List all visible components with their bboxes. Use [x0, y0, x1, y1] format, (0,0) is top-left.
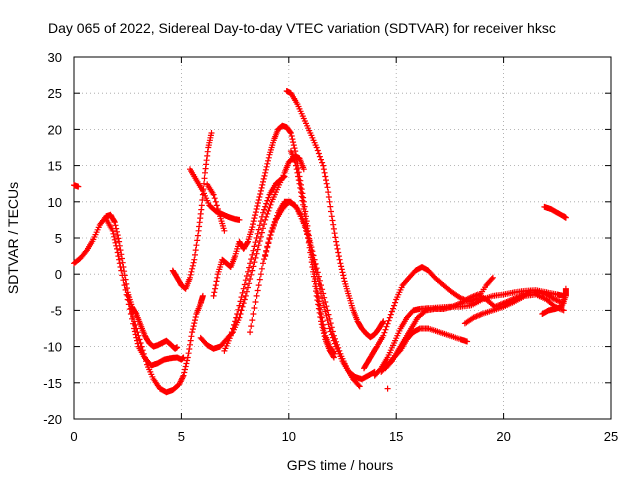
point-markers: [287, 148, 337, 361]
series-sat-j: [210, 122, 337, 357]
y-tick-label: 5: [55, 231, 62, 246]
point-markers: [221, 173, 288, 354]
point-markers: [371, 287, 567, 379]
x-tick-labels: 0 5 10 15 20 25: [70, 429, 618, 444]
axis-ticks: [73, 56, 612, 420]
series-sat-i: [221, 173, 288, 354]
point-markers: [204, 181, 228, 234]
x-tick-label: 15: [389, 429, 403, 444]
point-markers: [283, 88, 387, 341]
y-tick-labels: -20 -15 -10 -5 0 5 10 15 20 25 30: [43, 50, 62, 427]
y-tick-label: 25: [48, 86, 62, 101]
series-sat-o: [361, 264, 496, 372]
y-tick-label: -20: [43, 412, 62, 427]
point-markers: [169, 130, 215, 292]
series-sat-l: [262, 198, 378, 383]
y-tick-label: -5: [50, 303, 62, 318]
point-markers: [541, 203, 569, 221]
x-axis-label: GPS time / hours: [287, 457, 394, 473]
point-markers: [539, 285, 569, 317]
x-tick-label: 10: [282, 429, 296, 444]
point-markers: [262, 198, 378, 383]
y-tick-label: 30: [48, 50, 62, 65]
series-sat-e: [169, 130, 215, 292]
y-tick-label: 10: [48, 195, 62, 210]
point-markers: [103, 216, 187, 369]
x-tick-label: 5: [178, 429, 185, 444]
point-markers: [71, 182, 82, 190]
x-tick-label: 25: [604, 429, 618, 444]
y-tick-label: -15: [43, 376, 62, 391]
data-series: [71, 88, 569, 396]
series-sat-u: [541, 203, 569, 221]
y-tick-label: 20: [48, 122, 62, 137]
series-sat-m: [283, 88, 387, 341]
point-markers: [384, 385, 391, 392]
point-markers: [361, 264, 496, 372]
series-sat-b: [71, 211, 181, 352]
series-sat-c: [103, 216, 187, 369]
point-markers: [210, 122, 337, 357]
y-tick-label: 15: [48, 159, 62, 174]
series-sat-p: [371, 287, 567, 379]
series-sat-g: [204, 181, 228, 234]
point-markers: [71, 211, 181, 352]
chart-title: Day 065 of 2022, Sidereal Day-to-day VTE…: [48, 20, 556, 36]
series-sat-t: [539, 285, 569, 317]
x-tick-label: 0: [70, 429, 77, 444]
y-tick-label: -10: [43, 340, 62, 355]
point-markers: [124, 292, 206, 396]
series-sat-d: [124, 292, 206, 396]
y-axis-label: SDTVAR / TECUs: [5, 182, 21, 294]
series-sat-n: [287, 148, 337, 361]
series-sat-v: [384, 385, 391, 392]
y-tick-label: 0: [55, 267, 62, 282]
x-tick-label: 20: [496, 429, 510, 444]
series-sat-a: [71, 182, 82, 190]
